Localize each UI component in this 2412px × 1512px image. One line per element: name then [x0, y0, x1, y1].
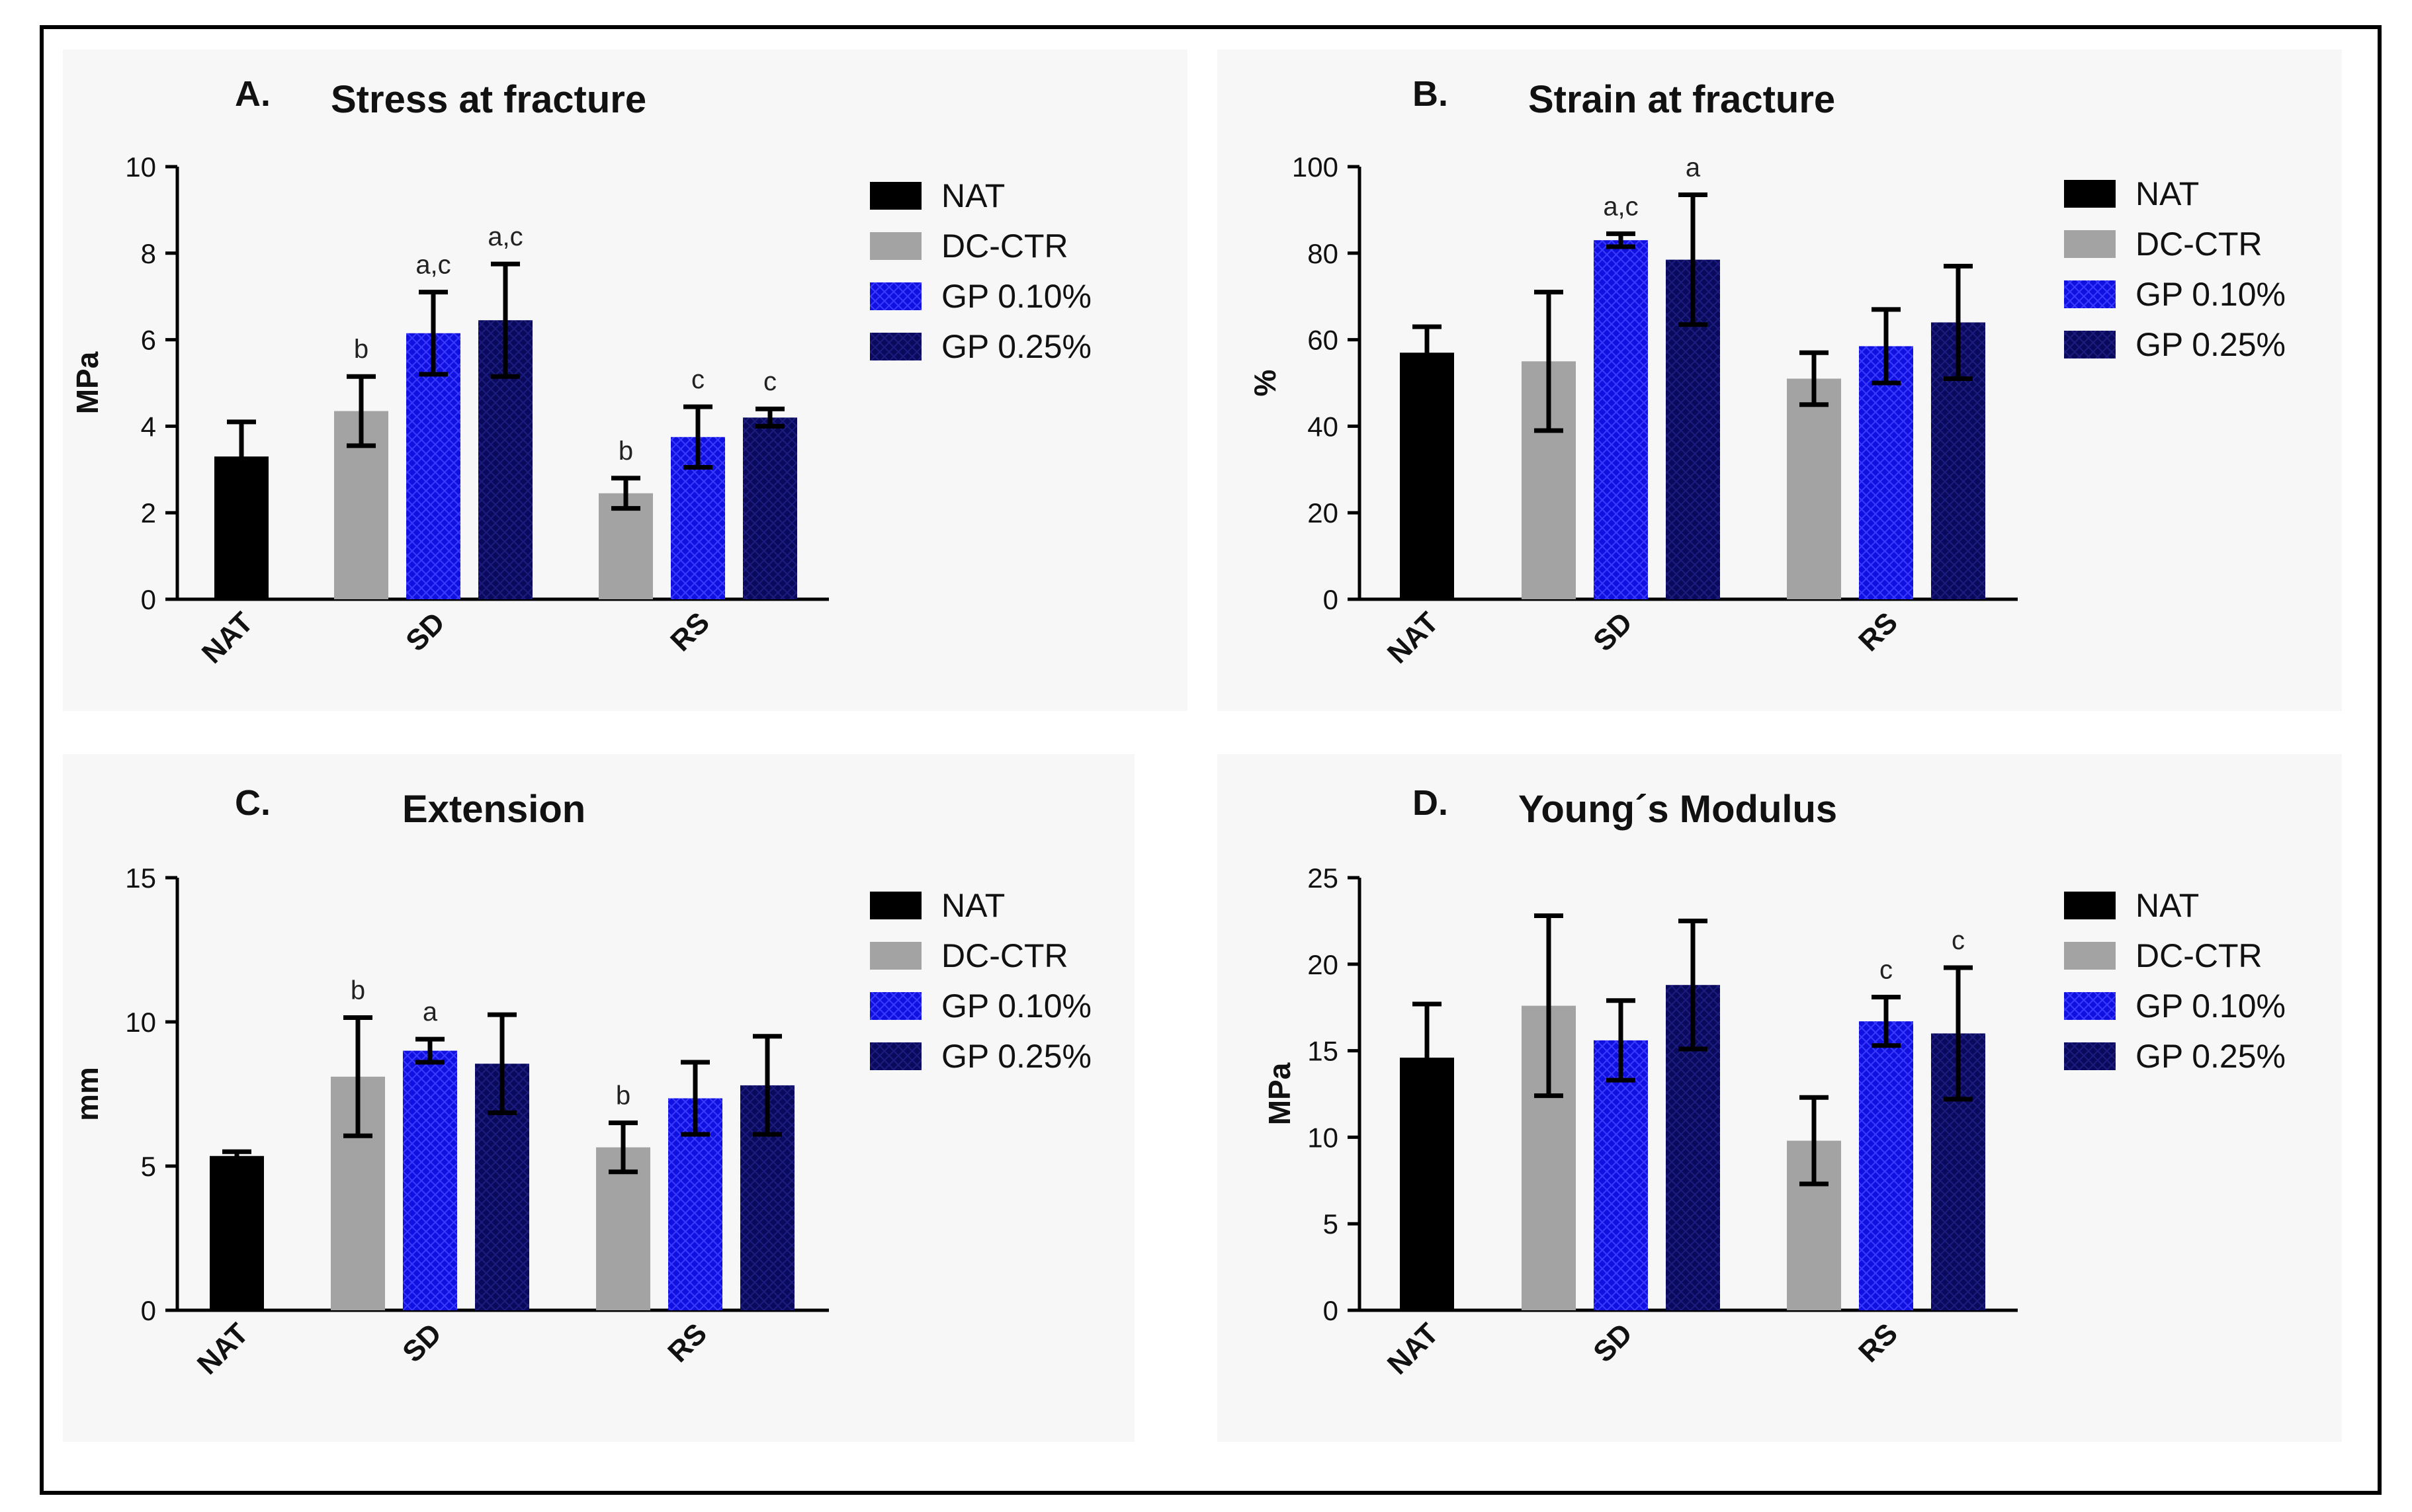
significance-label: b	[354, 335, 368, 364]
y-tick-label: 100	[1292, 151, 1338, 183]
y-tick-label: 8	[141, 238, 156, 269]
y-tick-label: 80	[1307, 238, 1338, 269]
y-tick-label: 60	[1307, 325, 1338, 356]
bar-sd-gp-0-10-	[403, 1050, 457, 1310]
significance-label: a,c	[488, 222, 523, 251]
legend-swatch	[2064, 331, 2116, 358]
panel-letter: A.	[235, 74, 271, 114]
legend-label: GP 0.10%	[941, 278, 1092, 315]
legend-label: NAT	[2135, 887, 2199, 924]
legend-swatch	[870, 232, 922, 260]
bar-nat-nat	[1400, 353, 1454, 599]
legend-swatch	[2064, 230, 2116, 258]
y-tick-label: 25	[1307, 862, 1338, 894]
significance-label: a	[1686, 153, 1701, 183]
panel-background	[1217, 50, 2342, 711]
y-axis-title: %	[1248, 370, 1282, 397]
y-tick-label: 20	[1307, 949, 1338, 980]
bar-rs-dc-ctr	[599, 493, 653, 599]
panel-title: Stress at fracture	[331, 78, 646, 121]
panel-c: C. Extensionmm051015NATbaSDbRSNATDC-CTRGP…	[63, 754, 1135, 1442]
y-tick-label: 0	[1323, 1295, 1338, 1326]
legend-label: GP 0.10%	[2135, 987, 2286, 1025]
significance-label: b	[619, 437, 633, 466]
legend-swatch	[2064, 1042, 2116, 1070]
legend-swatch	[870, 333, 922, 360]
significance-label: c	[691, 365, 705, 394]
legend-swatch	[870, 182, 922, 210]
legend-swatch	[870, 942, 922, 970]
significance-label: c	[1879, 956, 1893, 985]
legend-swatch	[2064, 992, 2116, 1020]
significance-label: a	[423, 997, 438, 1027]
legend-swatch	[2064, 180, 2116, 208]
y-axis-title: mm	[70, 1067, 105, 1121]
legend-swatch	[2064, 892, 2116, 919]
significance-label: b	[616, 1081, 630, 1111]
panel-letter: C.	[235, 783, 271, 823]
legend-label: GP 0.10%	[2135, 276, 2286, 313]
panel-background	[1217, 754, 2342, 1442]
significance-label: b	[351, 976, 365, 1005]
significance-label: a,c	[1603, 192, 1638, 221]
panel-a: A. Stress at fracture MPa 0 2 4 6 8 10 NAT b a,c a,c…	[63, 50, 1187, 711]
y-tick-label: 15	[125, 862, 156, 894]
legend-label: DC-CTR	[941, 228, 1068, 265]
significance-label: a,c	[415, 251, 451, 280]
legend-label: NAT	[941, 177, 1005, 214]
legend-label: DC-CTR	[2135, 937, 2262, 974]
y-tick-label: 0	[141, 1295, 156, 1326]
bar-sd-gp-0-10-	[1594, 240, 1648, 599]
y-tick-label: 6	[141, 325, 156, 356]
legend-swatch	[870, 282, 922, 310]
bar-nat-nat	[210, 1155, 264, 1310]
y-tick-label: 10	[1307, 1122, 1338, 1153]
legend-label: DC-CTR	[941, 937, 1068, 974]
bar-sd-gp-0-10-	[1594, 1040, 1648, 1310]
panel-title: Strain at fracture	[1528, 78, 1835, 121]
y-tick-label: 10	[125, 1007, 156, 1038]
bar-rs-dc-ctr	[596, 1147, 650, 1310]
panel-title: Extension	[402, 788, 585, 831]
panel-title: Young´s Modulus	[1518, 788, 1837, 831]
legend-swatch	[870, 1042, 922, 1070]
legend-label: GP 0.25%	[941, 328, 1092, 365]
y-tick-label: 10	[125, 151, 156, 183]
y-tick-label: 20	[1307, 497, 1338, 528]
legend-label: GP 0.25%	[2135, 1038, 2286, 1075]
legend-swatch	[870, 892, 922, 919]
bar-rs-gp-0-25-	[743, 417, 797, 599]
legend-swatch	[870, 992, 922, 1020]
panel-letter: B.	[1412, 74, 1448, 114]
y-axis-title: MPa	[1262, 1062, 1297, 1125]
legend-label: GP 0.10%	[941, 987, 1092, 1025]
bar-rs-gp-0-10-	[1859, 1021, 1913, 1310]
bar-sd-gp-0-10-	[406, 333, 460, 599]
y-tick-label: 15	[1307, 1036, 1338, 1067]
bar-rs-gp-0-10-	[1859, 346, 1913, 599]
legend-label: DC-CTR	[2135, 226, 2262, 263]
significance-label: c	[1952, 926, 1965, 955]
legend-swatch	[2064, 280, 2116, 308]
y-tick-label: 40	[1307, 411, 1338, 442]
y-tick-label: 0	[141, 584, 156, 615]
y-tick-label: 2	[141, 497, 156, 528]
y-axis-title: MPa	[70, 351, 105, 414]
panel-background	[63, 754, 1135, 1442]
bar-rs-dc-ctr	[1787, 378, 1841, 599]
panel-b: B. Strain at fracture% 0 20 40 60 80 100 NAT a,c a…	[1217, 50, 2342, 711]
y-tick-label: 4	[141, 411, 156, 442]
legend-label: GP 0.25%	[941, 1038, 1092, 1075]
legend-label: NAT	[941, 887, 1005, 924]
y-tick-label: 5	[1323, 1208, 1338, 1239]
y-tick-label: 5	[141, 1151, 156, 1182]
legend-swatch	[2064, 942, 2116, 970]
panel-letter: D.	[1412, 783, 1448, 823]
legend-label: NAT	[2135, 175, 2199, 212]
legend-label: GP 0.25%	[2135, 326, 2286, 363]
significance-label: c	[763, 367, 777, 396]
y-tick-label: 0	[1323, 584, 1338, 615]
